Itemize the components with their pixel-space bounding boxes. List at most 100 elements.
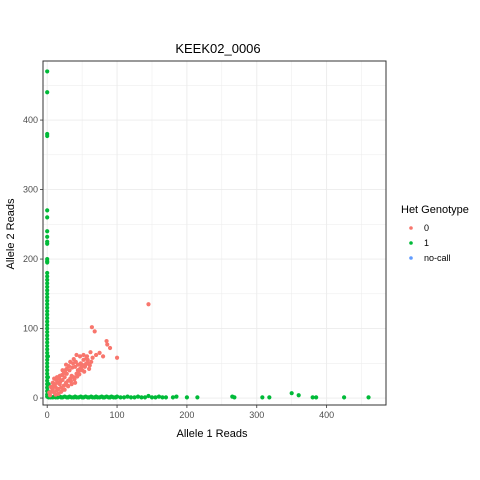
legend-key-no-call — [409, 256, 413, 260]
data-point-genotype-1 — [45, 354, 50, 359]
data-point-genotype-0 — [114, 355, 120, 360]
data-point-genotype-0 — [75, 368, 81, 373]
data-point-genotype-1 — [45, 364, 50, 369]
data-point-genotype-1 — [170, 395, 176, 400]
data-point-genotype-1 — [45, 326, 50, 331]
data-point-genotype-1 — [128, 395, 134, 400]
data-point-genotype-1 — [174, 394, 179, 399]
data-point-genotype-1 — [341, 395, 347, 400]
data-point-genotype-0 — [85, 357, 90, 362]
data-point-genotype-0 — [90, 355, 95, 360]
data-point-genotype-1 — [45, 305, 50, 310]
data-point-genotype-0 — [93, 352, 99, 358]
data-point-genotype-1 — [184, 395, 190, 400]
data-point-genotype-0 — [62, 387, 67, 392]
data-point-genotype-1 — [146, 393, 151, 399]
axis-ticks: 0 100 200 300 400 0 100 200 300 400 — [23, 115, 334, 420]
data-point-genotype-1 — [45, 215, 50, 220]
data-point-genotype-1 — [45, 347, 50, 352]
data-point-genotype-1 — [125, 394, 130, 399]
data-points — [45, 69, 371, 400]
data-point-genotype-1 — [45, 336, 50, 342]
data-point-genotype-1 — [260, 395, 265, 400]
data-point-genotype-1 — [289, 391, 294, 396]
chart-title: KEEK02_0006 — [175, 41, 260, 56]
data-point-genotype-0 — [59, 389, 64, 394]
data-point-genotype-1 — [45, 329, 50, 335]
y-tick-label: 200 — [23, 254, 38, 264]
data-point-genotype-0 — [50, 380, 55, 385]
data-point-genotype-1 — [45, 295, 50, 300]
panel-border — [42, 60, 387, 406]
y-tick-label: 300 — [23, 185, 38, 195]
data-point-genotype-1 — [118, 395, 123, 400]
data-point-genotype-1 — [160, 395, 165, 400]
data-point-genotype-1 — [314, 395, 319, 400]
data-point-genotype-1 — [45, 260, 50, 265]
data-point-genotype-1 — [45, 288, 50, 293]
data-point-genotype-0 — [73, 380, 78, 385]
legend-label-1: 1 — [424, 238, 429, 248]
data-point-genotype-1 — [267, 395, 272, 400]
legend-label-0: 0 — [424, 223, 429, 233]
data-point-genotype-0 — [146, 302, 151, 307]
data-point-genotype-1 — [45, 309, 50, 314]
data-point-genotype-1 — [45, 270, 50, 276]
x-tick-label: 200 — [179, 410, 194, 420]
data-point-genotype-1 — [135, 394, 141, 399]
data-point-genotype-1 — [45, 229, 50, 234]
y-axis-title: Allele 2 Reads — [5, 198, 17, 269]
data-point-genotype-1 — [45, 241, 50, 246]
legend-key-0 — [409, 226, 413, 230]
data-point-genotype-0 — [71, 357, 76, 362]
data-point-genotype-1 — [366, 395, 371, 400]
data-point-genotype-0 — [81, 352, 86, 358]
data-point-genotype-1 — [45, 368, 50, 373]
data-point-genotype-0 — [77, 354, 83, 359]
data-point-genotype-1 — [132, 395, 137, 400]
data-point-genotype-0 — [54, 375, 60, 380]
data-point-genotype-1 — [45, 319, 50, 324]
x-tick-label: 400 — [319, 410, 334, 420]
data-point-genotype-1 — [45, 340, 50, 345]
x-tick-label: 300 — [249, 410, 264, 420]
y-tick-label: 400 — [23, 115, 38, 125]
data-point-genotype-1 — [114, 394, 120, 399]
data-point-genotype-1 — [195, 395, 200, 400]
data-point-genotype-0 — [100, 354, 106, 359]
data-point-genotype-0 — [48, 384, 53, 390]
data-point-genotype-0 — [105, 342, 110, 347]
legend-title: Het Genotype — [401, 204, 469, 216]
data-point-genotype-0 — [69, 382, 74, 387]
data-point-genotype-1 — [121, 395, 127, 400]
data-point-genotype-1 — [45, 291, 50, 296]
data-point-genotype-1 — [45, 312, 50, 317]
data-point-genotype-0 — [89, 359, 94, 365]
data-point-genotype-0 — [87, 366, 92, 371]
data-point-genotype-1 — [45, 333, 50, 338]
data-point-genotype-1 — [142, 395, 148, 400]
data-point-genotype-1 — [45, 277, 50, 283]
data-point-genotype-0 — [88, 350, 93, 355]
data-point-genotype-1 — [139, 395, 144, 400]
data-point-genotype-0 — [107, 345, 113, 351]
data-point-genotype-1 — [45, 378, 50, 383]
data-point-genotype-1 — [149, 395, 155, 400]
data-point-genotype-1 — [45, 298, 50, 303]
data-point-genotype-1 — [45, 302, 50, 307]
data-point-genotype-1 — [45, 281, 50, 286]
data-point-genotype-0 — [84, 361, 89, 366]
data-point-genotype-1 — [45, 69, 50, 74]
legend-label-no-call: no-call — [424, 253, 451, 263]
data-point-genotype-1 — [45, 284, 50, 289]
data-point-genotype-1 — [45, 234, 50, 239]
data-point-genotype-1 — [45, 357, 50, 362]
data-point-genotype-1 — [163, 395, 169, 400]
data-point-genotype-1 — [45, 316, 50, 321]
data-point-genotype-0 — [63, 362, 69, 367]
data-point-genotype-1 — [310, 395, 315, 400]
y-tick-label: 0 — [33, 393, 38, 403]
data-point-genotype-1 — [45, 322, 50, 328]
data-point-genotype-1 — [45, 385, 50, 390]
